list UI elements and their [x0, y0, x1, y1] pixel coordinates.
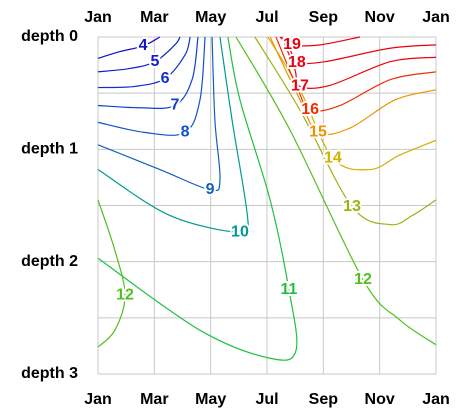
grid [97, 36, 437, 375]
y-tick-label: depth 3 [21, 365, 78, 382]
contour-label: 4 [139, 37, 148, 54]
contour-line [269, 36, 437, 136]
contour-line [97, 199, 126, 348]
x-tick-label-top: Jul [255, 9, 278, 26]
contour-label: 5 [150, 53, 159, 70]
x-tick-label: Jul [255, 391, 278, 408]
contour-line [279, 36, 361, 47]
contour-label: 6 [161, 70, 170, 87]
contour-line [97, 36, 191, 89]
y-tick-label: depth 0 [21, 28, 78, 45]
contour-line [97, 36, 298, 361]
x-tick-label-top: Nov [365, 9, 395, 26]
contour-label: 14 [324, 150, 342, 167]
x-tick-label-top: Jan [84, 9, 112, 26]
x-tick-label-top: Jan [422, 9, 450, 26]
x-tick-label: Nov [365, 391, 395, 408]
contour-label: 13 [343, 198, 361, 215]
x-tick-label: Sep [309, 391, 339, 408]
x-tick-label: Jan [422, 391, 450, 408]
contour-line [97, 36, 181, 73]
contour-line [97, 36, 250, 235]
contour-label: 18 [288, 54, 306, 71]
contour-label: 8 [181, 124, 190, 141]
contour-line [97, 36, 206, 136]
x-tick-label-top: Sep [309, 9, 339, 26]
y-tick-label: depth 2 [21, 253, 78, 270]
contour-line [97, 36, 199, 110]
contour-line [275, 36, 437, 112]
x-tick-label-top: Mar [140, 9, 168, 26]
contour-line [235, 36, 437, 346]
contour-label: 7 [170, 97, 179, 114]
x-tick-label: May [195, 391, 226, 408]
contour-label: 9 [206, 181, 215, 198]
contour-label: 10 [231, 224, 249, 241]
contours [97, 36, 437, 361]
contour-line [267, 36, 437, 171]
contour-label: 11 [281, 281, 298, 298]
contour-label: 15 [309, 124, 327, 141]
x-tick-label-top: May [195, 9, 226, 26]
x-tick-label: Jan [84, 391, 112, 408]
contour-line [281, 36, 437, 89]
contour-line [286, 36, 437, 65]
x-tick-label: Mar [140, 391, 168, 408]
contour-label: 16 [301, 101, 319, 118]
y-tick-label: depth 1 [21, 141, 78, 158]
contour-label: 12 [116, 287, 134, 304]
contour-label: 17 [291, 78, 309, 95]
contour-line [97, 36, 221, 192]
contour-label: 12 [354, 271, 372, 288]
contour-line [254, 36, 437, 226]
contour-label: 19 [283, 36, 301, 53]
contour-line [97, 36, 161, 59]
